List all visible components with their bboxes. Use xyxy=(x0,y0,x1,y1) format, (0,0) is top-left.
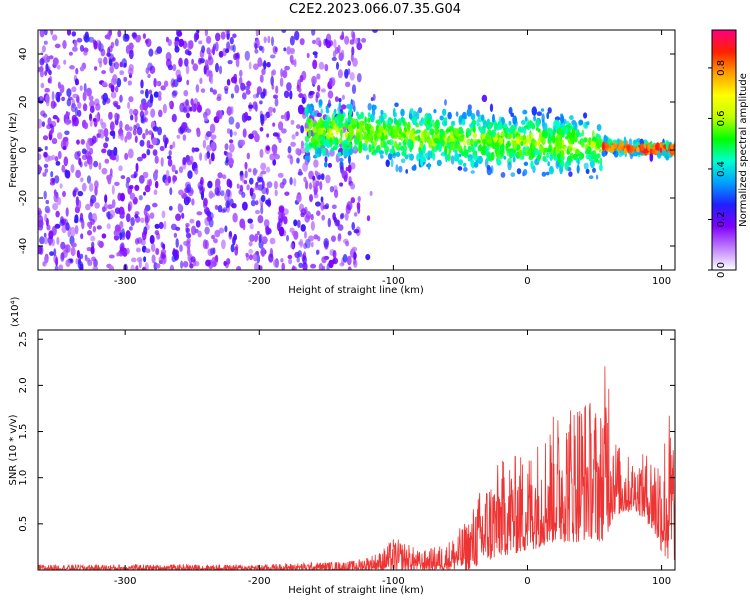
colorbar: 0.0 0.2 0.4 0.6 0.8 Normalized spectral ampl… xyxy=(708,29,749,278)
y-tick-label: -20 xyxy=(18,190,29,206)
x-tick-label: -200 xyxy=(248,576,271,587)
snr-series-line xyxy=(38,366,675,570)
x-tick-label: -200 xyxy=(248,276,271,287)
chart-title: C2E2.2023.066.07.35.G04 xyxy=(288,2,462,17)
colorbar-frame xyxy=(711,29,737,271)
snr-panel: -300 -200 -100 0 100 0.5 1.0 1.5 2.0 2.5 Height … xyxy=(8,296,676,596)
y-tick-label: -40 xyxy=(18,238,29,254)
x-tick-label: -100 xyxy=(382,276,405,287)
snr-x-label: Height of straight line (km) xyxy=(288,585,424,596)
spectrogram-x-label: Height of straight line (km) xyxy=(288,285,424,296)
x-tick-label: -100 xyxy=(382,576,405,587)
y-tick-label: 0.5 xyxy=(18,516,29,532)
snr-y-axis: 0.5 1.0 1.5 2.0 2.5 xyxy=(18,331,675,532)
spectrogram-y-axis: -40 -20 0 20 40 xyxy=(18,48,675,254)
x-tick-label: -300 xyxy=(114,276,137,287)
y-tick-label: 0 xyxy=(18,147,29,153)
snr-y-label: SNR (10 * v/v) xyxy=(8,414,19,485)
x-tick-label: -300 xyxy=(114,576,137,587)
y-tick-label: 2.5 xyxy=(18,331,29,347)
colorbar-ticks: 0.0 0.2 0.4 0.6 0.8 xyxy=(708,60,727,278)
colorbar-tick-label: 0.6 xyxy=(716,110,727,126)
y-tick-label: 2.0 xyxy=(18,377,29,393)
heatmap-cells xyxy=(38,30,675,270)
colorbar-tick-label: 0.4 xyxy=(716,161,727,177)
snr-frame xyxy=(37,329,676,571)
spectrogram-y-label: Frequency (Hz) xyxy=(8,112,19,188)
spectrogram-x-axis: -300 -200 -100 0 100 xyxy=(114,30,671,287)
snr-x-axis: -300 -200 -100 0 100 xyxy=(114,330,671,587)
y-tick-label: 20 xyxy=(18,96,29,109)
y-tick-label: 40 xyxy=(18,48,29,61)
x-tick-label: 0 xyxy=(524,276,530,287)
colorbar-label: Normalized spectral amplitude xyxy=(738,73,749,227)
colorbar-tick-label: 0.2 xyxy=(716,212,727,228)
x-tick-label: 100 xyxy=(652,276,671,287)
y-tick-label: 1.0 xyxy=(18,470,29,486)
x-tick-label: 100 xyxy=(652,576,671,587)
colorbar-gradient xyxy=(712,30,736,270)
colorbar-tick-label: 0.8 xyxy=(716,60,727,76)
colorbar-tick-label: 0.0 xyxy=(716,262,727,278)
x-tick-label: 0 xyxy=(524,576,530,587)
y-tick-label: 1.5 xyxy=(18,424,29,440)
snr-y-multiplier: (x10⁴) xyxy=(10,296,21,327)
